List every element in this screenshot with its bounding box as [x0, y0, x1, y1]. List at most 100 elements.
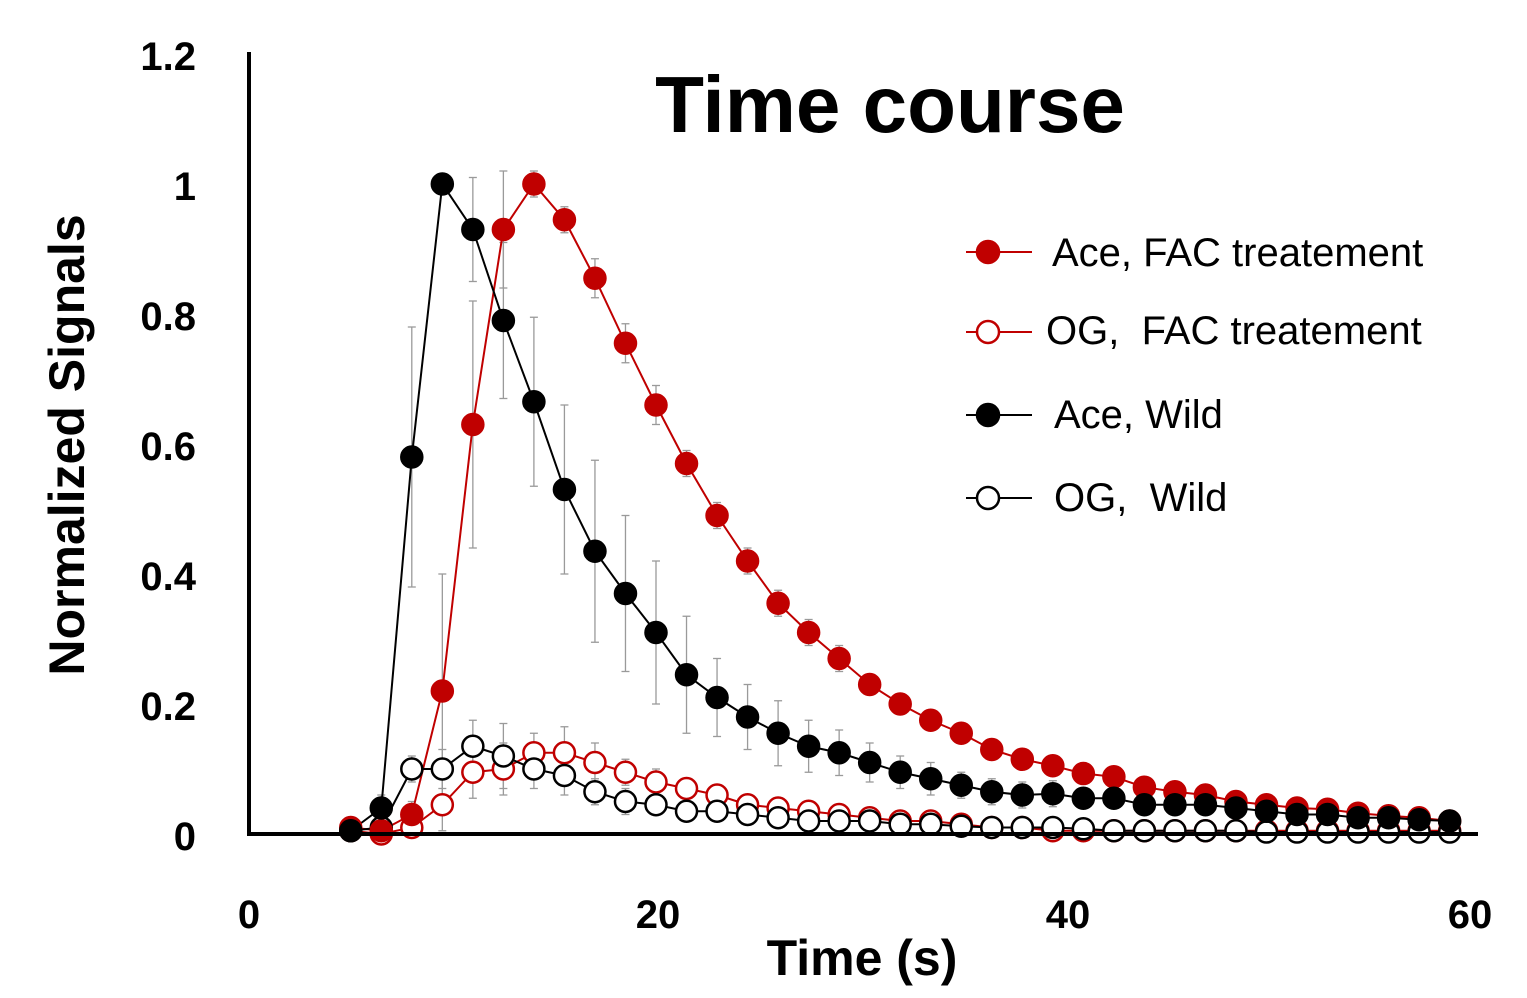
- data-point-ace-fac-treatement: [644, 393, 668, 417]
- legend-entry: OG, Wild: [966, 476, 1227, 520]
- legend-marker: [975, 402, 1001, 428]
- y-tick-label: 1.2: [140, 35, 196, 79]
- legend-label: OG, Wild: [1054, 476, 1227, 520]
- data-point-ace-wild: [857, 750, 882, 775]
- data-point-ace-fac-treatement: [369, 819, 394, 843]
- data-point-ace-wild: [1132, 793, 1157, 817]
- legend-label: Ace, Wild: [1054, 393, 1223, 437]
- x-tick-label: 0: [238, 893, 260, 937]
- y-tick-label: 0.6: [140, 425, 196, 469]
- legend: Ace, FAC treatement OG, FAC treatement A…: [966, 231, 1423, 520]
- legend-marker: [975, 239, 1001, 265]
- data-point-ace-fac-treatement: [400, 802, 424, 827]
- data-point-ace-fac-treatement: [796, 620, 821, 645]
- legend-entry: OG, FAC treatement: [966, 309, 1422, 353]
- legend-entry: Ace, FAC treatement: [966, 231, 1423, 275]
- data-point-ace-fac-treatement: [827, 646, 851, 671]
- data-point-og-wild: [522, 757, 546, 781]
- data-point-og-wild: [705, 799, 729, 823]
- data-point-og-wild: [1102, 819, 1126, 843]
- data-point-ace-wild: [522, 390, 546, 414]
- data-point-ace-wild: [1193, 793, 1218, 817]
- y-axis-title: Normalized Signals: [39, 214, 95, 675]
- data-point-ace-fac-treatement: [766, 591, 790, 615]
- data-point-ace-wild: [1102, 786, 1126, 810]
- data-point-ace-wild: [1163, 793, 1187, 817]
- data-point-og-wild: [583, 780, 607, 804]
- data-point-ace-fac-treatement: [705, 503, 729, 528]
- x-tick-label: 40: [1046, 893, 1091, 937]
- data-point-og-wild: [674, 799, 699, 823]
- data-point-ace-fac-treatement: [857, 672, 882, 697]
- data-point-ace-fac-treatement: [522, 172, 546, 196]
- data-point-ace-fac-treatement: [491, 217, 516, 242]
- data-point-og-wild: [888, 812, 912, 836]
- x-tick-labels: 0 20 40 60: [238, 893, 1492, 937]
- data-point-og-wild: [827, 809, 851, 833]
- data-point-ace-wild: [674, 663, 699, 687]
- data-point-og-wild: [1193, 819, 1218, 843]
- x-tick-label: 60: [1448, 893, 1493, 937]
- data-point-ace-fac-treatement: [583, 266, 607, 290]
- data-point-ace-fac-treatement: [674, 451, 699, 476]
- data-point-ace-wild: [918, 767, 943, 791]
- data-point-og-wild: [430, 757, 455, 781]
- data-point-ace-fac-treatement: [430, 679, 455, 703]
- y-tick-label: 0: [174, 815, 196, 859]
- data-point-og-wild: [552, 763, 577, 788]
- data-point-ace-wild: [400, 445, 424, 469]
- data-point-ace-wild: [1071, 786, 1096, 810]
- data-point-ace-fac-treatement: [1041, 754, 1065, 778]
- data-point-ace-fac-treatement: [1071, 761, 1096, 786]
- data-point-og-fac-treatement: [461, 760, 485, 784]
- data-point-ace-fac-treatement: [1010, 747, 1035, 771]
- legend-entry: Ace, Wild: [966, 393, 1223, 437]
- series-lines: [350, 181, 1450, 836]
- data-point-ace-wild: [949, 773, 973, 797]
- data-point-og-wild: [644, 793, 668, 817]
- legend-label: OG, FAC treatement: [1046, 309, 1422, 353]
- data-point-og-wild: [766, 806, 790, 830]
- data-point-og-fac-treatement: [552, 741, 577, 765]
- data-point-og-fac-treatement: [674, 776, 699, 801]
- data-point-og-wild: [735, 802, 760, 827]
- data-point-ace-fac-treatement: [552, 208, 577, 232]
- data-point-ace-wild: [1315, 802, 1340, 827]
- data-point-ace-wild: [1346, 806, 1370, 830]
- y-tick-label: 1: [174, 165, 196, 209]
- x-tick-label: 20: [636, 893, 681, 937]
- data-point-og-fac-treatement: [430, 793, 455, 817]
- data-point-og-fac-treatement: [644, 770, 668, 794]
- data-point-ace-wild: [1224, 796, 1248, 820]
- data-point-og-wild: [796, 809, 821, 833]
- data-point-og-fac-treatement: [583, 750, 607, 775]
- data-point-og-wild: [613, 789, 638, 814]
- data-point-ace-fac-treatement: [949, 721, 973, 745]
- data-point-og-wild: [1224, 819, 1248, 843]
- series-line-ace-fac-treatement: [350, 182, 1450, 832]
- y-tick-label: 0.8: [140, 295, 196, 339]
- data-point-og-wild: [1071, 817, 1096, 841]
- data-point-og-wild: [949, 814, 973, 838]
- data-point-og-wild: [1132, 819, 1157, 843]
- data-point-ace-wild: [980, 780, 1004, 804]
- data-point-ace-wild: [613, 581, 638, 606]
- data-point-ace-wild: [1285, 802, 1309, 827]
- y-tick-label: 0.2: [140, 685, 196, 729]
- y-tick-label: 0.4: [140, 555, 196, 599]
- data-point-og-wild: [918, 812, 943, 836]
- data-point-ace-wild: [369, 796, 394, 820]
- data-point-ace-wild: [491, 308, 516, 333]
- legend-label: Ace, FAC treatement: [1052, 231, 1423, 275]
- data-point-ace-wild: [583, 539, 607, 563]
- data-point-og-wild: [1163, 819, 1187, 843]
- data-point-ace-fac-treatement: [461, 412, 485, 437]
- data-point-ace-wild: [644, 620, 668, 645]
- x-axis-title: Time (s): [767, 930, 958, 986]
- data-point-ace-wild: [1407, 807, 1431, 832]
- legend-marker: [975, 485, 1001, 511]
- data-point-ace-wild: [888, 760, 912, 784]
- legend-marker: [975, 319, 1001, 345]
- data-point-og-wild: [461, 734, 485, 758]
